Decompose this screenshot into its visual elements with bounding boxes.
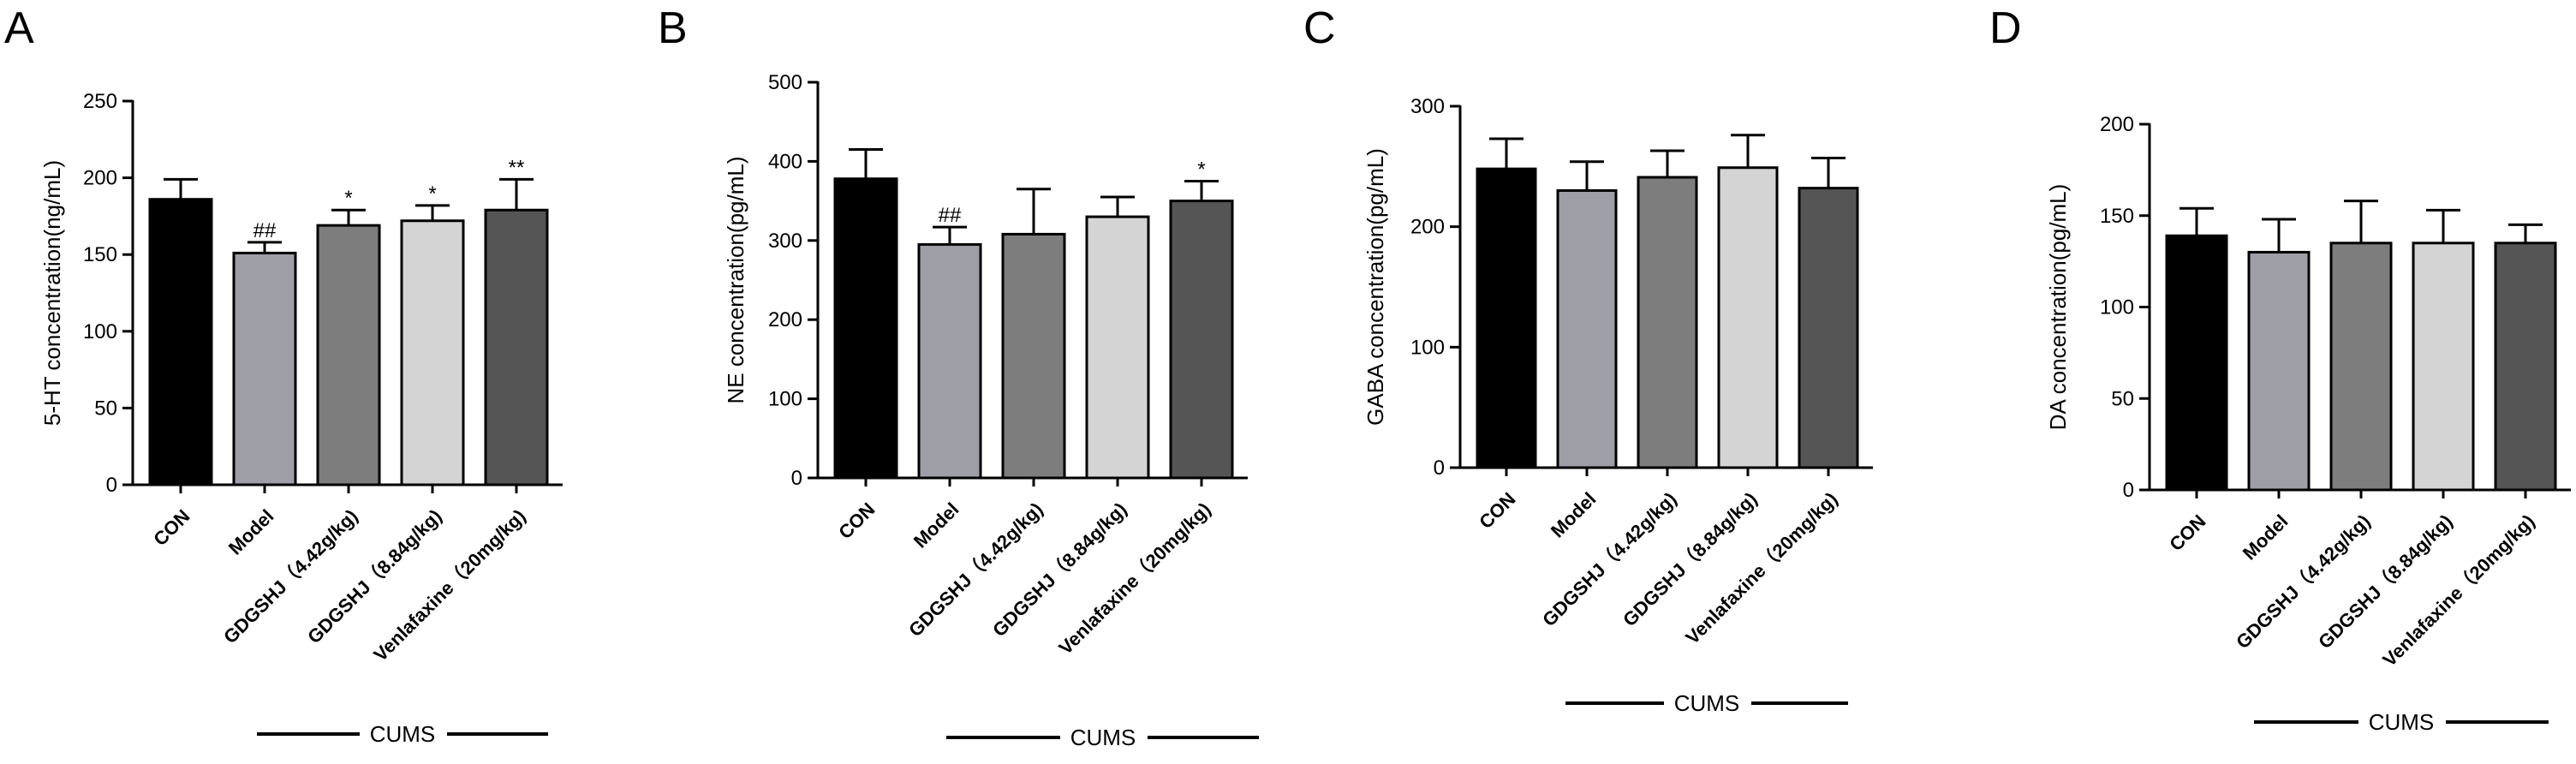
bar [232, 251, 297, 486]
significance-label: * [428, 182, 436, 206]
category-label: Model [224, 505, 278, 559]
category-label: GDGSHJ（4.42g/kg) [1538, 488, 1680, 630]
y-tick-label: 50 [2111, 387, 2134, 410]
y-tick-label: 100 [83, 320, 117, 343]
group-label: CUMS [1070, 725, 1136, 750]
bar [833, 177, 898, 480]
bar [1556, 188, 1618, 469]
panel-c: C 0 100 200 300 GABA concentration(pg/mL) CON M… [1303, 3, 1873, 716]
category-label: Venlafaxine（20mg/kg) [1054, 498, 1214, 659]
category-label: Venlafaxine（20mg/kg) [1681, 488, 1841, 648]
panel-letter: D [1989, 3, 2022, 53]
y-tick-label: 300 [768, 230, 802, 253]
bar [1476, 167, 1537, 469]
y-tick-label: 0 [1434, 457, 1445, 480]
category-label: CON [834, 498, 879, 543]
category-label: GDGSHJ（4.42g/kg) [2232, 510, 2374, 653]
category-label: CON [2165, 510, 2209, 555]
y-tick-label: 400 [768, 150, 802, 173]
y-tick-label: 50 [94, 397, 117, 420]
y-tick-label: 150 [83, 243, 117, 266]
panel-letter: B [658, 3, 688, 53]
group-label: CUMS [2369, 709, 2435, 735]
panel-a: A 0 50 100 150 200 250 5-HT concentration(ng/mL… [4, 3, 563, 747]
bar [1717, 166, 1779, 469]
group-label: CUMS [370, 721, 436, 747]
bar [148, 198, 213, 486]
y-tick-label: 0 [106, 474, 117, 497]
bar [2247, 250, 2311, 492]
y-tick-label: 200 [768, 308, 802, 331]
significance-label: * [344, 187, 352, 210]
category-label: Venlafaxine（20mg/kg) [2378, 510, 2538, 671]
category-label: GDGSHJ（8.84g/kg) [2314, 510, 2456, 653]
bar [1798, 187, 1859, 469]
category-label: CON [149, 505, 194, 550]
bar [2494, 242, 2557, 492]
category-label: GDGSHJ（8.84g/kg) [1619, 488, 1761, 630]
y-axis-title: DA concentration(pg/mL) [2045, 184, 2071, 431]
panel-letter: A [4, 3, 34, 53]
y-tick-label: 250 [83, 90, 117, 113]
significance-label: ** [509, 156, 525, 179]
significance-label: ## [939, 204, 962, 227]
bar [400, 219, 465, 486]
bar [1085, 215, 1150, 480]
bar [2329, 242, 2393, 492]
category-label: Model [1547, 488, 1601, 542]
y-axis-title: GABA concentration(pg/mL) [1363, 148, 1388, 426]
y-tick-label: 100 [768, 388, 802, 411]
y-tick-label: 100 [1410, 336, 1445, 359]
category-label: CON [1475, 488, 1519, 533]
significance-label: * [1197, 158, 1205, 182]
y-tick-label: 200 [2100, 113, 2134, 136]
significance-label: ## [253, 219, 277, 242]
bar [1637, 176, 1698, 469]
y-tick-label: 200 [83, 167, 117, 190]
bar [484, 208, 549, 486]
category-label: Model [909, 498, 963, 552]
category-label: Model [2239, 510, 2293, 564]
bar [316, 224, 381, 486]
y-tick-label: 300 [1410, 95, 1445, 118]
panel-letter: C [1303, 3, 1336, 53]
category-label: Venlafaxine（20mg/kg) [369, 505, 529, 666]
group-label: CUMS [1674, 690, 1740, 716]
bar [2165, 234, 2228, 492]
y-tick-label: 200 [1410, 216, 1445, 239]
y-axis-title: NE concentration(pg/mL) [723, 156, 748, 403]
y-tick-label: 0 [2123, 479, 2134, 502]
y-tick-label: 500 [768, 71, 802, 94]
bar [1169, 200, 1234, 480]
bar [2412, 242, 2475, 492]
panel-b: B 0 100 200 300 400 500 NE concentration(pg/mL)… [658, 3, 1259, 750]
panel-d: D 0 50 100 150 200 DA concentration(pg/mL) CON M… [1989, 3, 2571, 735]
y-tick-label: 0 [791, 467, 802, 490]
y-tick-label: 150 [2100, 205, 2134, 228]
bar [917, 242, 982, 480]
y-tick-label: 100 [2100, 296, 2134, 319]
y-axis-title: 5-HT concentration(ng/mL) [39, 160, 65, 426]
bar [1001, 232, 1066, 480]
